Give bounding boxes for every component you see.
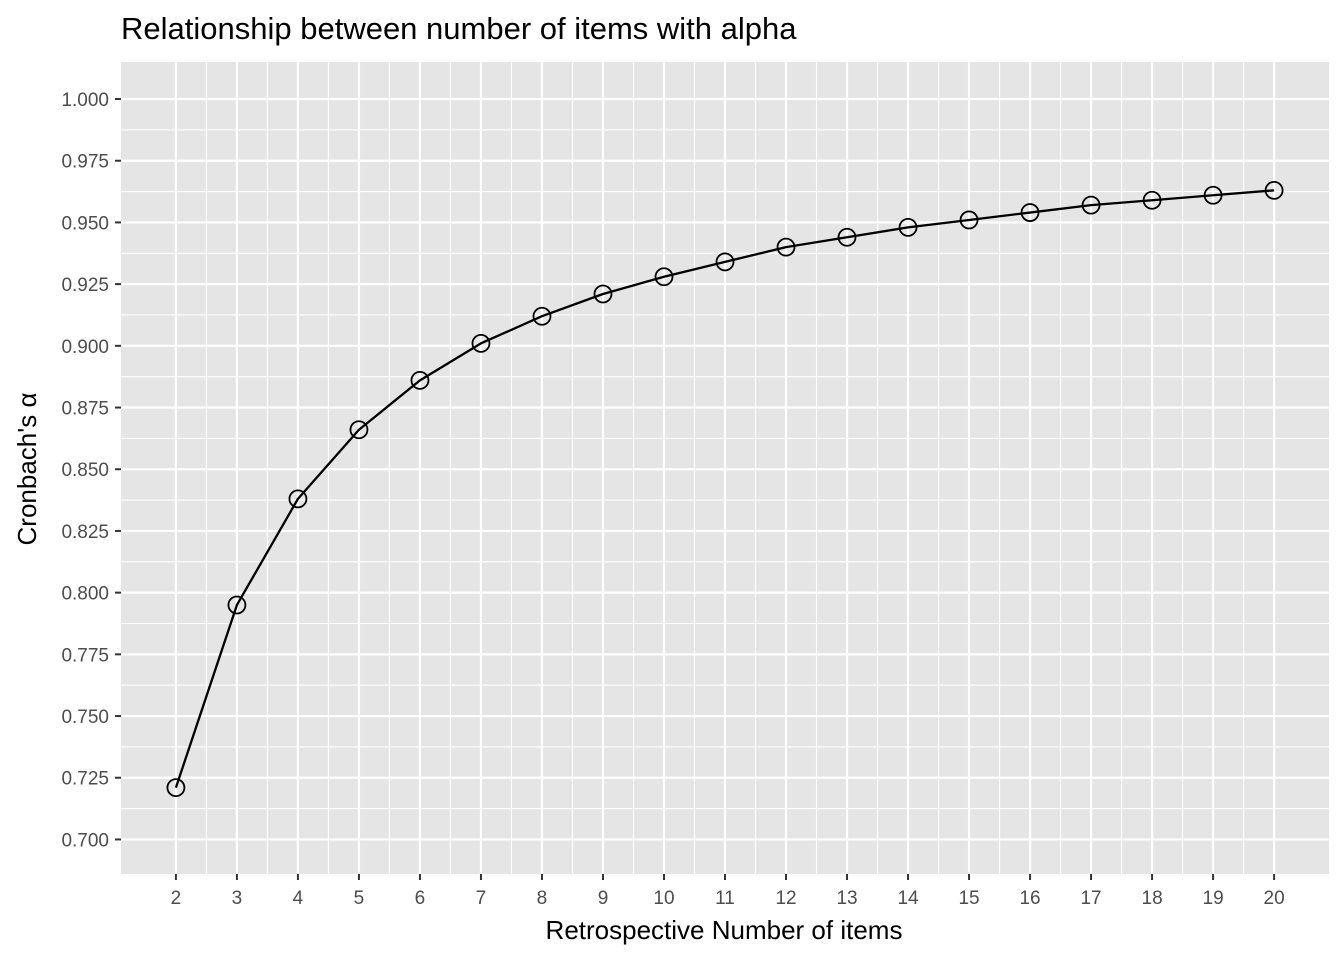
y-tick-label: 0.825 [61, 522, 109, 543]
x-tick-label: 12 [775, 888, 796, 909]
data-point [227, 595, 247, 615]
y-tick-label: 0.975 [61, 152, 109, 173]
data-point [1020, 203, 1040, 222]
y-tick-label: 0.750 [61, 707, 109, 728]
x-tick-label: 9 [598, 888, 609, 909]
x-tick-label: 4 [293, 888, 304, 909]
data-point [593, 284, 613, 304]
y-tick-label: 0.700 [61, 830, 109, 851]
x-tick-label: 5 [354, 888, 365, 909]
data-point [532, 306, 552, 326]
x-tick-label: 17 [1080, 888, 1101, 909]
data-point [1264, 180, 1284, 200]
data-point [1081, 195, 1101, 215]
data-point [166, 778, 186, 798]
x-tick-label: 16 [1019, 888, 1040, 909]
chart-title: Relationship between number of items wit… [121, 11, 797, 46]
x-tick-label: 13 [836, 888, 857, 909]
data-point [654, 267, 674, 287]
data-point [837, 227, 857, 247]
x-axis: 2 3 4 5 6 7 8 9 10 11 12 13 14 15 16 17 18 19 20 [171, 874, 1285, 909]
y-axis: 0.700 0.725 0.750 0.775 0.800 0.825 0.850 0.875… [61, 90, 121, 851]
x-tick-label: 6 [415, 888, 426, 909]
series-polyline [174, 189, 1275, 788]
data-point [776, 237, 796, 257]
y-tick-label: 0.925 [61, 275, 109, 296]
x-tick-label: 19 [1203, 888, 1224, 909]
data-point [1142, 190, 1162, 210]
x-tick-label: 14 [897, 888, 919, 909]
data-points [166, 180, 1284, 798]
x-tick-label: 15 [958, 888, 979, 909]
x-tick-label: 8 [537, 888, 548, 909]
data-point [1203, 185, 1223, 205]
x-tick-label: 11 [715, 888, 735, 909]
x-tick-label: 20 [1264, 888, 1285, 909]
y-tick-label: 0.875 [61, 399, 109, 420]
x-tick-label: 3 [232, 888, 243, 909]
y-tick-label: 0.800 [61, 584, 109, 605]
y-tick-label: 0.850 [61, 460, 109, 481]
data-point [471, 333, 491, 353]
x-tick-label: 18 [1142, 888, 1163, 909]
data-point [898, 217, 918, 237]
data-point [410, 370, 430, 390]
y-tick-label: 0.950 [61, 213, 109, 234]
y-tick-label: 0.725 [61, 769, 109, 790]
data-point [349, 420, 369, 440]
y-tick-label: 1.000 [61, 90, 109, 111]
x-tick-label: 7 [476, 888, 487, 909]
y-tick-label: 0.775 [61, 645, 109, 666]
series-line [174, 189, 1275, 788]
y-tick-label: 0.900 [61, 337, 109, 358]
data-point [715, 252, 735, 272]
y-axis-label: Cronbach's α [12, 393, 42, 546]
data-point [288, 489, 308, 509]
x-axis-label: Retrospective Number of items [546, 915, 903, 945]
x-tick-label: 10 [653, 888, 674, 909]
x-tick-label: 2 [171, 888, 182, 909]
major-gridlines [121, 62, 1329, 874]
data-point [959, 210, 979, 230]
